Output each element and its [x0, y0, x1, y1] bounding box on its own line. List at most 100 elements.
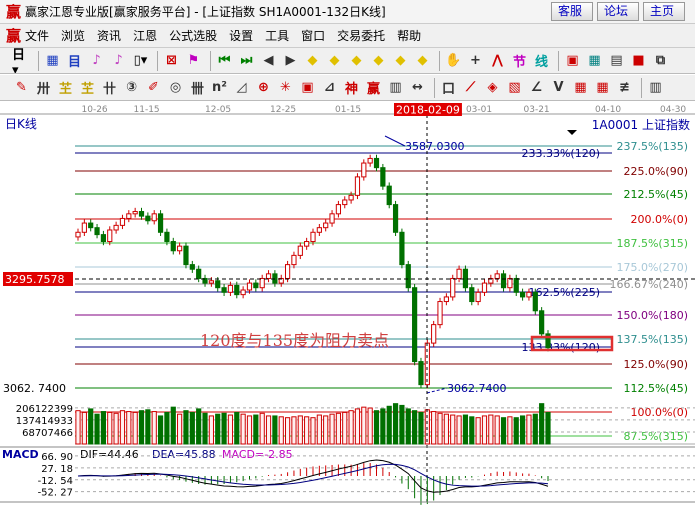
dif-value: DIF=44.46: [80, 448, 139, 461]
menu-5[interactable]: 设置: [229, 29, 254, 43]
candle: [348, 194, 354, 201]
shrink-icon[interactable]: ◆: [373, 53, 384, 68]
hand-icon[interactable]: ✋: [445, 53, 462, 68]
triangle-icon[interactable]: ◿: [236, 80, 247, 95]
candle: [234, 284, 240, 296]
notes-icon[interactable]: 目: [67, 55, 81, 70]
left-icon[interactable]: ◀: [263, 53, 274, 68]
period-label: 日K线: [5, 117, 37, 131]
network-icon[interactable]: ⧉: [655, 53, 666, 68]
grid-icon[interactable]: ⊠: [166, 53, 177, 68]
box-icon[interactable]: ▣: [301, 80, 314, 95]
date-tick: 11-15: [134, 105, 160, 115]
pen-icon[interactable]: ✎: [16, 80, 27, 95]
zoom-left-icon[interactable]: ◆: [307, 53, 318, 68]
angle-icon[interactable]: ⊿: [324, 80, 335, 95]
candle: [202, 277, 208, 284]
brush-icon[interactable]: ✐: [148, 80, 159, 95]
angle-line-icon[interactable]: ∠: [530, 80, 543, 95]
diamond-icon[interactable]: ◈: [487, 80, 498, 95]
grid-box2-icon[interactable]: ▦: [596, 80, 609, 95]
menu-7[interactable]: 窗口: [301, 29, 326, 43]
date-tick: 03-01: [466, 105, 492, 115]
period-dropdown-icon[interactable]: 日▾: [12, 48, 26, 74]
line-icon[interactable]: ⋀: [492, 53, 503, 68]
toolbar-separator: [210, 50, 211, 71]
cycle-icon[interactable]: 卌: [190, 82, 204, 97]
window-icon[interactable]: ▦: [46, 53, 59, 68]
first-icon[interactable]: ⏮: [218, 53, 231, 68]
circle-icon[interactable]: ◎: [169, 80, 182, 95]
toolbar-separator: [157, 50, 158, 71]
gann-fan-icon[interactable]: 芏: [58, 82, 72, 97]
grid-box-icon[interactable]: ▦: [574, 80, 587, 95]
zoom-in-icon[interactable]: ◆: [395, 53, 406, 68]
festival-icon[interactable]: 节: [512, 55, 526, 70]
menu-2[interactable]: 资讯: [97, 29, 122, 43]
volume-bar: [202, 412, 208, 445]
zoom-right-icon[interactable]: ◆: [329, 53, 340, 68]
last-icon[interactable]: ⏭: [240, 53, 253, 68]
candle: [437, 301, 443, 326]
star-icon[interactable]: ✳: [280, 80, 291, 95]
win-icon[interactable]: 赢: [366, 82, 380, 97]
ruler-icon[interactable]: ▥: [389, 80, 402, 95]
fan-lines-icon[interactable]: ⟋: [465, 80, 476, 95]
customer-service-button[interactable]: 客服: [551, 2, 593, 21]
candle-dropdown-icon[interactable]: ▯▾: [133, 53, 148, 68]
menu-9[interactable]: 帮助: [397, 29, 422, 43]
low-pointer: [426, 387, 448, 394]
dropdown-arrow-icon[interactable]: [567, 130, 577, 135]
gann-square-icon[interactable]: 神: [344, 82, 358, 97]
zoom-out-icon[interactable]: ◆: [417, 53, 428, 68]
table-icon[interactable]: ▥: [649, 80, 662, 95]
fan-box-icon[interactable]: ▧: [508, 80, 521, 95]
volume-tick: 206122399: [16, 404, 73, 415]
menu-6[interactable]: 工具: [265, 29, 290, 43]
volume-bar: [272, 415, 278, 445]
menu-4[interactable]: 公式选股: [169, 29, 218, 43]
save-icon[interactable]: ■: [632, 53, 645, 68]
frame-icon[interactable]: 口: [441, 82, 455, 97]
cursor-price: 3295.7578: [5, 273, 65, 286]
flag-icon[interactable]: ⚑: [187, 53, 200, 68]
hatch-icon[interactable]: ≢: [619, 80, 630, 95]
volume-bar: [278, 416, 284, 445]
candle: [170, 241, 176, 252]
candle: [132, 211, 138, 215]
indicator-3-icon[interactable]: ♪: [92, 53, 101, 68]
expand-icon[interactable]: ◆: [351, 53, 362, 68]
calculator-icon[interactable]: ▦: [588, 53, 601, 68]
calendar-icon[interactable]: ▣: [566, 53, 579, 68]
forum-button[interactable]: 论坛: [597, 2, 639, 21]
volume-bar: [539, 403, 545, 445]
line-chart-icon[interactable]: 线: [534, 55, 548, 70]
v-line-icon[interactable]: V: [553, 80, 564, 95]
macd-tick: -52. 27: [38, 488, 73, 499]
fib-icon[interactable]: 卄: [102, 82, 116, 97]
fib-level-label: 150.0%(180): [616, 309, 688, 322]
menu-0[interactable]: 文件: [25, 29, 50, 43]
volume-bar: [507, 416, 513, 445]
parallel-icon[interactable]: 卅: [36, 82, 50, 97]
menu-1[interactable]: 浏览: [61, 29, 86, 43]
measure-icon[interactable]: ↔: [412, 80, 423, 95]
menu-3[interactable]: 江恩: [133, 29, 158, 43]
menu-8[interactable]: 交易委托: [337, 29, 386, 43]
candle: [539, 310, 545, 335]
spiral-icon[interactable]: ③: [125, 80, 137, 95]
candle: [367, 157, 373, 164]
crosshair-icon[interactable]: +: [470, 53, 481, 68]
date-tick: 12-25: [270, 105, 296, 115]
target-icon[interactable]: ⊕: [258, 80, 269, 95]
square-icon[interactable]: n²: [212, 80, 227, 95]
gann-grid-icon[interactable]: 芏: [80, 82, 94, 97]
kline-chart[interactable]: 10-26 11-15 12-05 12-25 01-15 03-01 03-21 04-10…: [0, 103, 695, 505]
right-icon[interactable]: ▶: [285, 53, 296, 68]
volume-bar: [132, 411, 138, 445]
indicator-9-icon[interactable]: ♪: [114, 53, 123, 68]
book-icon[interactable]: ▤: [610, 53, 623, 68]
homepage-button[interactable]: 主页: [643, 2, 685, 21]
candle: [297, 245, 303, 256]
fib-level-label: 166.67%(240): [609, 278, 688, 291]
